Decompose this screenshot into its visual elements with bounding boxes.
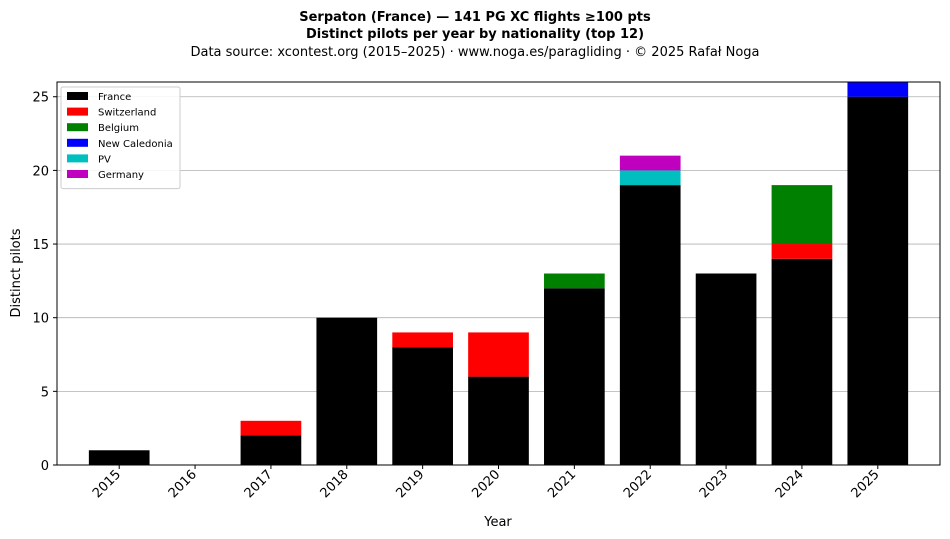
x-tick-label: 2016: [166, 467, 200, 501]
legend-label: Germany: [98, 170, 144, 181]
legend-label: PV: [98, 154, 111, 165]
chart-title-line1: Serpaton (France) — 141 PG XC flights ≥1…: [299, 10, 651, 25]
bar-segment: [392, 347, 453, 465]
legend-swatch: [67, 123, 88, 132]
x-tick-label: 2019: [393, 467, 427, 501]
legend-swatch: [67, 170, 88, 178]
bar-segment: [847, 96, 909, 465]
legend-label: France: [98, 92, 131, 103]
bar-segment: [771, 244, 833, 259]
x-tick-label: 2017: [242, 467, 276, 501]
chart-subtitle: Data source: xcontest.org (2015–2025) · …: [190, 45, 759, 60]
x-axis-label: Year: [483, 515, 512, 530]
x-axis: 2015 2016 2017 2018 2019 2020 2021 2022 2023 2024…: [90, 465, 883, 501]
y-axis: 0 5 10 15 20 25: [32, 91, 57, 474]
bar-segment: [544, 273, 605, 289]
bar-segment: [468, 376, 529, 465]
bar-segment: [847, 82, 909, 97]
bar-segment: [468, 332, 529, 377]
legend: France Switzerland Belgium New Caledonia PV G…: [60, 86, 181, 190]
y-tick-label: 15: [32, 238, 49, 253]
bar-segment: [240, 435, 302, 465]
y-tick-label: 20: [32, 164, 49, 179]
bars: [88, 82, 909, 465]
bar-segment: [544, 288, 605, 465]
y-tick-label: 5: [41, 385, 49, 400]
bar-segment: [316, 317, 378, 465]
bar-segment: [88, 450, 150, 465]
bar-segment: [771, 258, 833, 465]
x-tick-label: 2023: [697, 467, 731, 501]
chart-title-line2: Distinct pilots per year by nationality …: [306, 27, 644, 42]
y-tick-label: 25: [32, 91, 49, 106]
x-tick-label: 2018: [318, 467, 352, 501]
y-tick-label: 10: [32, 312, 49, 327]
legend-label: Belgium: [98, 123, 139, 134]
x-tick-label: 2024: [773, 467, 807, 501]
x-tick-label: 2015: [90, 467, 124, 501]
legend-swatch: [67, 107, 88, 116]
bar-segment: [619, 170, 681, 186]
bar-segment: [695, 273, 757, 465]
x-tick-label: 2025: [849, 467, 883, 501]
legend-label: New Caledonia: [98, 139, 173, 150]
bar-segment: [240, 420, 302, 436]
x-tick-label: 2021: [545, 467, 579, 501]
x-tick-label: 2022: [621, 467, 655, 501]
y-tick-label: 0: [41, 459, 49, 474]
bar-segment: [619, 155, 681, 171]
legend-label: Switzerland: [98, 108, 156, 119]
legend-swatch: [67, 138, 88, 147]
legend-frame: [60, 86, 181, 190]
legend-swatch: [67, 92, 88, 100]
x-tick-label: 2020: [469, 467, 503, 501]
bar-segment: [619, 185, 681, 465]
bar-segment: [771, 185, 833, 245]
y-axis-label: Distinct pilots: [9, 228, 24, 317]
legend-swatch: [67, 154, 88, 163]
bar-segment: [392, 332, 453, 348]
